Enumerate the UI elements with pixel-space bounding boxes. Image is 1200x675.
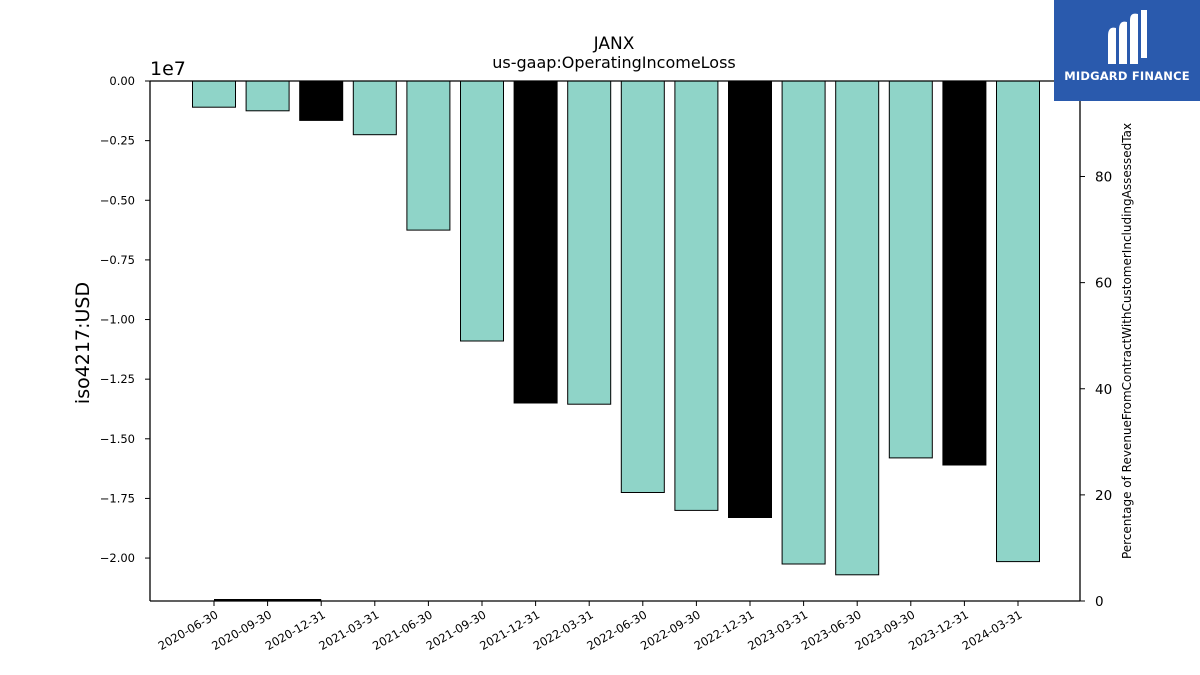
y-tick-label: −1.00: [100, 313, 135, 327]
chart-title: JANX: [593, 34, 635, 54]
bar-2022-09-30: [674, 80, 719, 511]
x-tick-label: 2024-03-31: [960, 607, 1025, 653]
x-tick-label: 2022-12-31: [692, 607, 757, 653]
bar-2020-09-30: [245, 80, 290, 112]
brand-logo: MIDGARD FINANCE: [1054, 0, 1200, 101]
bar-2023-03-31: [781, 80, 826, 565]
bar-2021-09-30: [460, 80, 504, 342]
x-tick-label: 2022-09-30: [638, 607, 703, 653]
y2-tick-label: 0: [1095, 594, 1104, 610]
bar-2021-12-31: [513, 80, 558, 404]
y-tick-label: −0.50: [100, 193, 135, 207]
y2-tick-label: 40: [1095, 382, 1112, 398]
bar-2021-03-31: [352, 80, 397, 136]
x-tick-label: 2023-03-31: [745, 607, 810, 653]
chart-subtitle: us-gaap:OperatingIncomeLoss: [492, 53, 736, 72]
bar-2023-06-30: [835, 80, 880, 576]
y-tick-label: −0.75: [100, 253, 135, 267]
y-tick-label: 0.00: [109, 74, 135, 88]
y-tick-label: −1.50: [100, 432, 135, 446]
bar-2023-12-31: [942, 80, 987, 466]
x-tick-label: 2023-12-31: [906, 607, 971, 653]
y-tick-label: −2.00: [100, 551, 135, 565]
x-tick-label: 2021-03-31: [316, 607, 381, 653]
bar-2020-06-30: [192, 80, 236, 108]
y2-tick-label: 20: [1095, 488, 1112, 504]
y-tick-label: −0.25: [100, 134, 135, 148]
bar-2022-06-30: [620, 80, 665, 493]
bar-2021-06-30: [406, 80, 451, 231]
bar-2022-12-31: [728, 80, 772, 518]
y-axis-label: iso4217:USD: [72, 282, 94, 404]
bar-2022-03-31: [567, 80, 612, 405]
x-tick-label: 2020-06-30: [156, 607, 221, 653]
x-tick-label: 2022-06-30: [584, 607, 649, 653]
x-tick-label: 2022-03-31: [531, 607, 596, 653]
x-tick-label: 2020-12-31: [263, 607, 328, 653]
x-tick-label: 2020-09-30: [209, 607, 274, 653]
bar-2024-03-31: [996, 80, 1040, 563]
x-tick-label: 2021-06-30: [370, 607, 435, 653]
y-tick-label: −1.25: [100, 372, 135, 386]
bar-2023-09-30: [888, 80, 933, 459]
bar-2020-12-31: [299, 80, 344, 121]
x-tick-label: 2023-06-30: [799, 607, 864, 653]
y-axis-offset-label: 1e7: [150, 58, 186, 80]
midgard-logo-icon: [1108, 10, 1147, 65]
y-tick-label: −1.75: [100, 491, 135, 505]
bars-layer: [192, 80, 1040, 576]
x-tick-label: 2021-09-30: [424, 607, 489, 653]
x-tick-label: 2021-12-31: [477, 607, 542, 653]
logo-text: MIDGARD FINANCE: [1064, 69, 1190, 83]
y2-tick-label: 60: [1095, 276, 1112, 292]
secondary-y-axis-label: Percentage of RevenueFromContractWithCus…: [1120, 123, 1134, 559]
x-tick-label: 2023-09-30: [852, 607, 917, 653]
y2-tick-label: 80: [1095, 170, 1112, 186]
